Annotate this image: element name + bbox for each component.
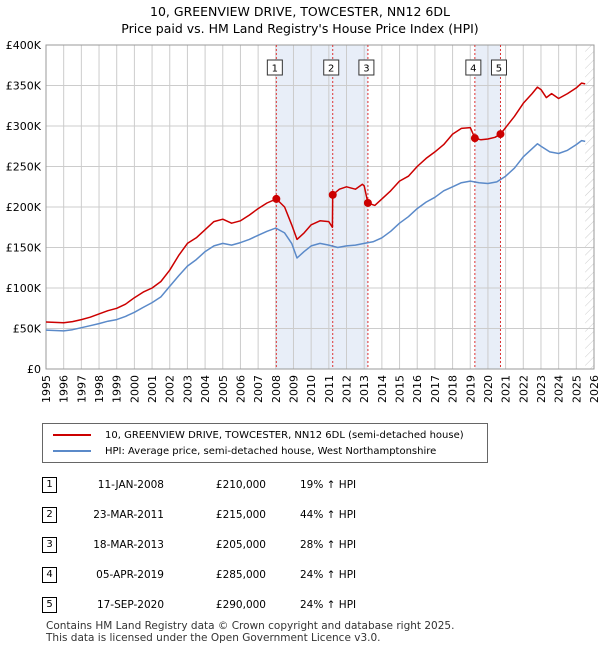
- x-tick-label: 2000: [128, 375, 141, 403]
- chart-title-line2: Price paid vs. HM Land Registry's House …: [121, 21, 479, 36]
- y-tick-label: £300K: [6, 120, 42, 133]
- sale-date: 05-APR-2019: [96, 569, 164, 581]
- table-row: 1 11-JAN-2008 £210,000 19% ↑ HPI: [0, 475, 600, 495]
- sale-number: 1: [42, 477, 57, 493]
- x-tick-label: 2004: [199, 375, 212, 403]
- table-row: 4 05-APR-2019 £285,000 24% ↑ HPI: [0, 565, 600, 585]
- x-tick-label: 2018: [447, 375, 460, 403]
- sale-price: £215,000: [215, 509, 266, 521]
- sale-price: £210,000: [215, 479, 266, 491]
- sale-point: [328, 190, 337, 199]
- y-tick-label: £200K: [6, 201, 42, 214]
- chart-legend: 10, GREENVIEW DRIVE, TOWCESTER, NN12 6DL…: [42, 423, 488, 463]
- sale-number: 5: [42, 597, 57, 613]
- sale-marker-label: 2: [328, 64, 334, 75]
- sale-hpi-change: 44% ↑ HPI: [300, 509, 357, 521]
- property-series-line: [45, 82, 586, 324]
- y-tick-label: £100K: [6, 282, 42, 295]
- x-tick-label: 2023: [535, 375, 548, 403]
- sale-marker-box: [266, 59, 283, 76]
- sale-marker-label: 5: [496, 64, 502, 75]
- y-tick-label: £150K: [6, 242, 42, 255]
- x-tick-label: 2008: [270, 375, 283, 403]
- x-tick-label: 2017: [429, 375, 442, 403]
- x-tick-label: 2007: [252, 375, 265, 403]
- x-tick-label: 1997: [75, 375, 88, 403]
- table-row: 3 18-MAR-2013 £205,000 28% ↑ HPI: [0, 535, 600, 555]
- sale-marker-label: 3: [363, 64, 369, 75]
- sale-price: £290,000: [215, 599, 266, 611]
- x-tick-label: 2026: [588, 375, 600, 403]
- y-tick-label: £400K: [6, 39, 42, 52]
- x-tick-label: 2014: [376, 375, 389, 403]
- x-tick-label: 1998: [93, 375, 106, 403]
- x-tick-label: 2025: [570, 375, 583, 403]
- table-row: 5 17-SEP-2020 £290,000 24% ↑ HPI: [0, 595, 600, 615]
- sale-point: [363, 198, 372, 207]
- x-tick-label: 2021: [500, 375, 513, 403]
- sale-hpi-change: 19% ↑ HPI: [300, 479, 357, 491]
- x-tick-label: 2009: [287, 375, 300, 403]
- sale-date: 23-MAR-2011: [93, 509, 164, 521]
- x-tick-label: 2003: [181, 375, 194, 403]
- sale-date: 17-SEP-2020: [96, 599, 164, 611]
- sale-hpi-change: 24% ↑ HPI: [300, 569, 357, 581]
- sale-point: [272, 194, 281, 203]
- legend-swatch-hpi: [53, 450, 91, 452]
- x-tick-label: 2005: [217, 375, 230, 403]
- sale-number: 3: [42, 537, 57, 553]
- legend-item-property: 10, GREENVIEW DRIVE, TOWCESTER, NN12 6DL…: [53, 427, 464, 443]
- y-tick-label: £250K: [6, 161, 42, 174]
- chart-title-line1: 10, GREENVIEW DRIVE, TOWCESTER, NN12 6DL: [150, 4, 450, 19]
- x-tick-label: 2020: [482, 375, 495, 403]
- sale-point: [470, 134, 479, 143]
- legend-item-hpi: HPI: Average price, semi-detached house,…: [53, 443, 436, 459]
- sale-marker-box: [490, 59, 507, 76]
- y-tick-label: £350K: [6, 80, 42, 93]
- sale-marker-box: [323, 59, 340, 76]
- table-row: 2 23-MAR-2011 £215,000 44% ↑ HPI: [0, 505, 600, 525]
- x-tick-label: 1995: [40, 375, 53, 403]
- footer-licence: This data is licensed under the Open Gov…: [46, 632, 381, 644]
- sale-marker-box: [465, 59, 482, 76]
- sale-price: £285,000: [215, 569, 266, 581]
- x-tick-label: 2010: [305, 375, 318, 403]
- price-chart: £0 £50K £100K £150K £200K £250K £300K £350K £400…: [6, 39, 600, 403]
- legend-swatch-property: [53, 434, 91, 436]
- y-tick-label: £50K: [13, 323, 42, 336]
- sale-price: £205,000: [215, 539, 266, 551]
- x-tick-label: 2022: [517, 375, 530, 403]
- sale-number: 2: [42, 507, 57, 523]
- x-tick-label: 2001: [146, 375, 159, 403]
- y-tick-label: £0: [27, 363, 41, 376]
- x-tick-label: 1999: [111, 375, 124, 403]
- plot-border: [45, 44, 595, 370]
- legend-label-hpi: HPI: Average price, semi-detached house,…: [105, 445, 437, 457]
- x-tick-label: 2006: [234, 375, 247, 403]
- x-tick-label: 2019: [464, 375, 477, 403]
- sale-date: 11-JAN-2008: [97, 479, 164, 491]
- legend-label-property: 10, GREENVIEW DRIVE, TOWCESTER, NN12 6DL…: [105, 429, 464, 441]
- x-tick-label: 2011: [323, 375, 336, 403]
- sale-number: 4: [42, 567, 57, 583]
- sale-hpi-change: 28% ↑ HPI: [300, 539, 357, 551]
- sale-marker-label: 4: [470, 64, 476, 75]
- footer-copyright: Contains HM Land Registry data © Crown c…: [46, 620, 455, 632]
- hpi-series-line: [45, 139, 586, 332]
- x-tick-label: 2013: [358, 375, 371, 403]
- sale-hpi-change: 24% ↑ HPI: [300, 599, 357, 611]
- x-tick-label: 2024: [553, 375, 566, 403]
- x-tick-label: 1996: [58, 375, 71, 403]
- x-tick-label: 2012: [341, 375, 354, 403]
- x-tick-label: 2016: [411, 375, 424, 403]
- x-tick-label: 2002: [164, 375, 177, 403]
- x-tick-label: 2015: [394, 375, 407, 403]
- sale-marker-label: 1: [272, 64, 278, 75]
- sale-date: 18-MAR-2013: [93, 539, 164, 551]
- sale-marker-box: [358, 59, 375, 76]
- sale-point: [496, 130, 505, 139]
